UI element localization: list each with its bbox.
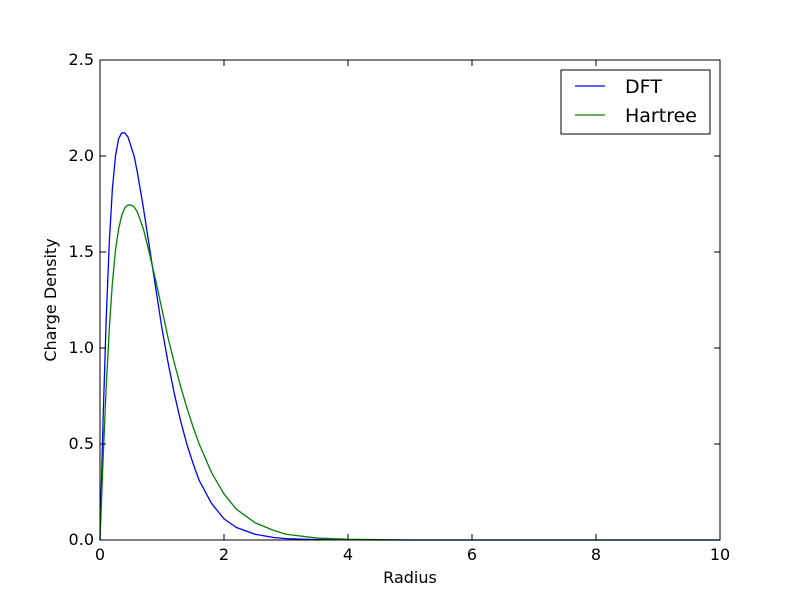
x-tick-label: 6 — [467, 545, 477, 564]
y-tick-label: 0.0 — [69, 530, 94, 549]
legend-box — [560, 69, 711, 135]
x-tick-label: 2 — [219, 545, 229, 564]
x-tick-label: 10 — [710, 545, 730, 564]
y-tick-label: 2.5 — [69, 50, 94, 69]
y-axis-label: Charge Density — [41, 238, 60, 361]
x-tick-label: 0 — [95, 545, 105, 564]
y-tick-label: 1.0 — [69, 338, 94, 357]
y-tick-label: 0.5 — [69, 434, 94, 453]
legend-label-hartree: Hartree — [625, 105, 697, 127]
x-tick-label: 8 — [591, 545, 601, 564]
legend-label-dft: DFT — [625, 76, 662, 98]
x-tick-label: 4 — [343, 545, 353, 564]
y-tick-label: 2.0 — [69, 146, 94, 165]
y-tick-label: 1.5 — [69, 242, 94, 261]
ticks-layer: 0 2 4 6 8 10 0.0 0.5 1.0 1.5 2.0 2.5 — [69, 50, 731, 564]
plot-frame — [99, 59, 721, 541]
x-axis-label: Radius — [383, 568, 437, 587]
legend: DFT Hartree — [560, 69, 711, 135]
